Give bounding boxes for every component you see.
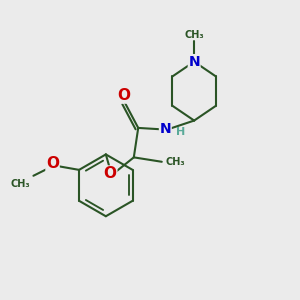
Text: CH₃: CH₃ [184, 30, 204, 40]
Text: N: N [160, 122, 171, 136]
Text: N: N [188, 55, 200, 69]
Text: CH₃: CH₃ [165, 157, 185, 167]
Text: O: O [46, 157, 59, 172]
Text: CH₃: CH₃ [11, 179, 31, 189]
Text: O: O [117, 88, 130, 103]
Text: H: H [176, 127, 185, 137]
Text: O: O [104, 166, 117, 181]
